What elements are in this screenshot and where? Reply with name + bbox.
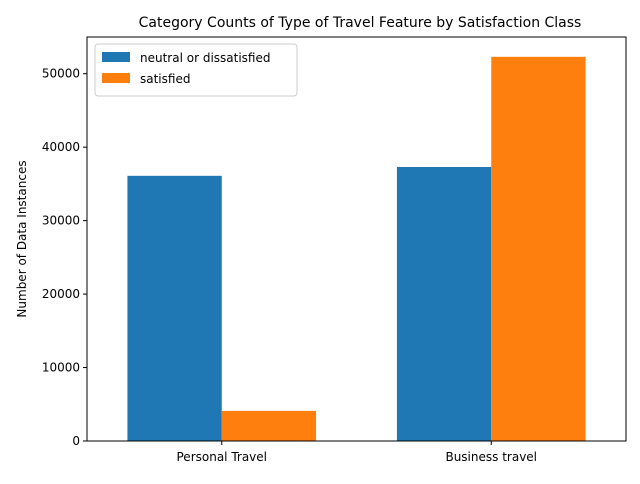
y-tick-label: 0 [72,434,80,448]
x-tick-label: Personal Travel [177,450,268,464]
bar-satisfied-business-travel [491,56,586,441]
y-tick-label: 20000 [42,287,80,301]
legend-box [94,43,298,97]
legend-swatch [102,52,130,62]
legend-label: neutral or dissatisfied [140,51,270,65]
y-tick-label: 30000 [42,214,80,228]
legend-swatch [102,73,130,83]
y-tick-label: 40000 [42,140,80,154]
y-axis-label: Number of Data Instances [15,160,29,317]
x-tick-label: Business travel [445,450,537,464]
x-axis: Personal Travel Business travel [177,441,537,464]
bar-neutral-or-dissatisfied-personal-travel [127,175,222,441]
legend-label: satisfied [140,72,190,86]
chart-title: Category Counts of Type of Travel Featur… [139,15,582,31]
bar-satisfied-personal-travel [221,410,317,441]
bars-layer [127,56,586,442]
y-axis: 0 10000 20000 30000 40000 50000 [42,67,87,448]
legend: neutral or dissatisfied satisfied [94,43,298,97]
y-tick-label: 10000 [42,361,80,375]
plot-frame [86,36,627,442]
bar-neutral-or-dissatisfied-business-travel [396,167,492,442]
y-tick-label: 50000 [42,67,80,81]
